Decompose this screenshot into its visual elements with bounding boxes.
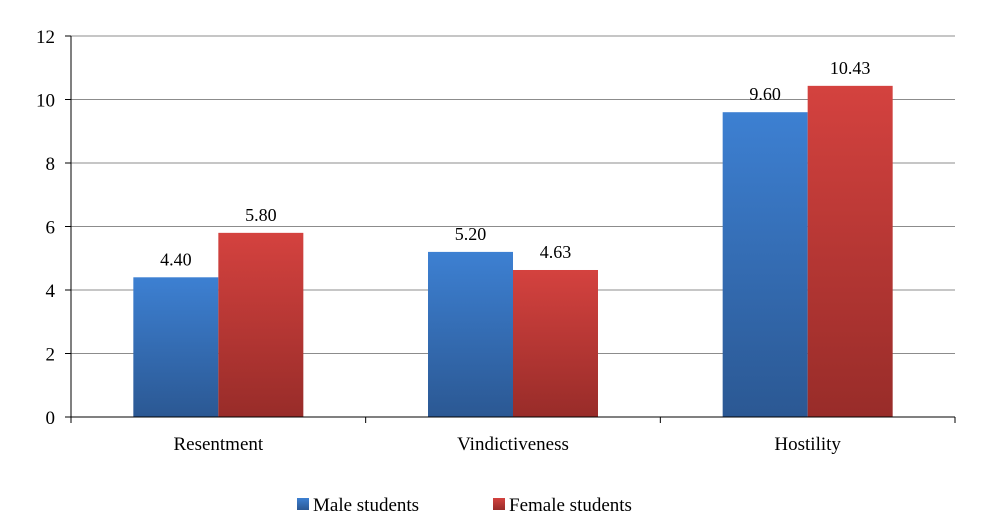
data-label: 4.40 — [160, 249, 192, 269]
y-tick-label: 2 — [46, 345, 56, 366]
x-tick-label: Resentment — [173, 434, 263, 455]
bar — [428, 251, 513, 417]
legend-label: Female students — [509, 495, 632, 516]
y-tick-label: 12 — [36, 27, 55, 48]
bar — [722, 112, 808, 417]
y-tick-label: 0 — [46, 408, 56, 429]
legend-swatch — [297, 498, 309, 510]
legend-swatch — [493, 498, 505, 510]
bar — [807, 85, 893, 417]
data-label: 5.80 — [245, 205, 277, 225]
data-label: 10.43 — [830, 58, 871, 78]
y-tick-label: 4 — [46, 281, 56, 302]
data-label: 5.20 — [455, 224, 487, 244]
data-label: 4.63 — [540, 242, 572, 262]
legend-label: Male students — [313, 495, 419, 516]
y-tick-label: 10 — [36, 91, 55, 112]
x-tick-label: Hostility — [774, 434, 841, 455]
bar — [218, 232, 304, 417]
data-label: 9.60 — [749, 84, 781, 104]
y-tick-label: 8 — [46, 154, 56, 175]
x-tick-label: Vindictiveness — [457, 434, 569, 455]
bar — [513, 269, 598, 417]
y-tick-label: 6 — [46, 218, 56, 239]
bar — [133, 277, 219, 417]
